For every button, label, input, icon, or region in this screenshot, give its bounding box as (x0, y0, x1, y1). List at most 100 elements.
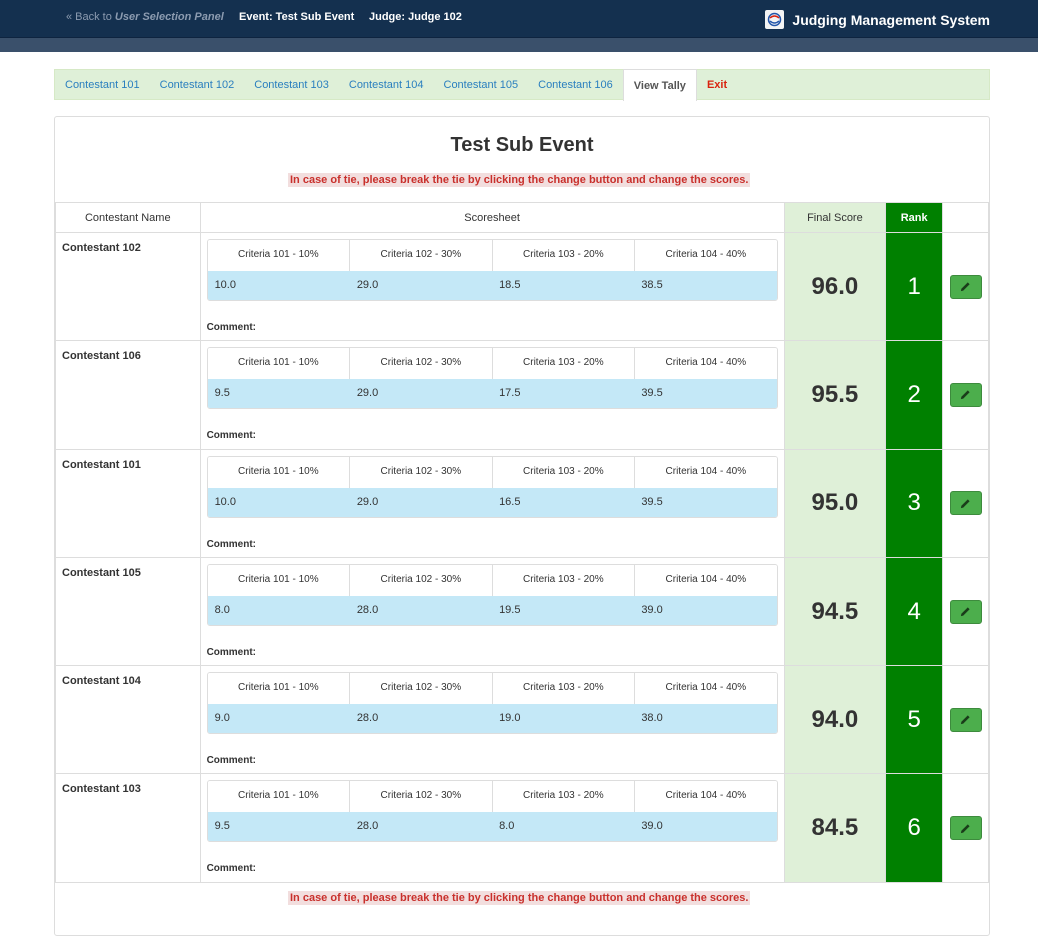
tab-contestant-106[interactable]: Contestant 106 (538, 78, 613, 91)
final-score: 84.5 (783, 773, 887, 883)
comment-label: Comment: (206, 863, 257, 875)
action-cell (942, 556, 989, 667)
criteria-header: Criteria 101 - 10% (207, 240, 351, 271)
change-score-button[interactable] (949, 274, 982, 299)
criteria-table: Criteria 101 - 10% Criteria 102 - 30% Cr… (206, 347, 778, 410)
criteria-score: 9.5 (207, 812, 350, 842)
criteria-header-row: Criteria 101 - 10% Criteria 102 - 30% Cr… (207, 456, 777, 488)
back-to-user-selection-link[interactable]: « Back to User Selection Panel (66, 11, 224, 23)
change-score-button[interactable] (949, 707, 982, 732)
comment-label: Comment: (206, 322, 257, 333)
criteria-score: 19.0 (492, 704, 635, 734)
table-row: Contestant 106 Criteria 101 - 10% Criter… (55, 340, 989, 450)
contestant-name: Contestant 103 (55, 773, 201, 883)
back-target: User Selection Panel (114, 11, 224, 23)
tie-note-bottom: In case of tie, please break the tie by … (288, 891, 751, 905)
criteria-header: Criteria 101 - 10% (207, 456, 351, 488)
criteria-score: 39.5 (634, 487, 777, 517)
final-score: 95.0 (783, 448, 887, 558)
criteria-score: 10.0 (207, 271, 350, 300)
table-row: Contestant 102 Criteria 101 - 10% Criter… (55, 231, 989, 342)
criteria-header-row: Criteria 101 - 10% Criteria 102 - 30% Cr… (207, 673, 777, 705)
comment-label: Comment: (206, 538, 257, 550)
criteria-score: 18.5 (492, 271, 635, 300)
criteria-header: Criteria 101 - 10% (207, 781, 351, 813)
change-score-button[interactable] (949, 599, 982, 624)
rank-value: 3 (885, 448, 944, 558)
criteria-score: 29.0 (349, 379, 493, 409)
tab-contestant-104[interactable]: Contestant 104 (348, 78, 424, 91)
judge-label: Judge: Judge 102 (369, 11, 462, 23)
comment-label: Comment: (206, 646, 257, 658)
criteria-header: Criteria 102 - 30% (350, 456, 493, 488)
contestant-name: Contestant 102 (55, 231, 201, 342)
criteria-score-row: 10.0 29.0 16.5 39.5 (207, 487, 777, 517)
tally-panel: Test Sub Event In case of tie, please br… (54, 116, 990, 936)
table-row: Contestant 104 Criteria 101 - 10% Criter… (55, 665, 989, 775)
criteria-score: 39.5 (634, 379, 777, 409)
pencil-icon (960, 607, 970, 617)
criteria-table: Criteria 101 - 10% Criteria 102 - 30% Cr… (206, 563, 778, 626)
pencil-icon (960, 824, 970, 833)
comment-label: Comment: (206, 430, 257, 442)
criteria-score: 39.0 (634, 812, 777, 842)
scoresheet-cell: Criteria 101 - 10% Criteria 102 - 30% Cr… (199, 556, 785, 667)
action-cell (942, 340, 989, 450)
criteria-table: Criteria 101 - 10% Criteria 102 - 30% Cr… (206, 455, 778, 518)
event-label: Event: Test Sub Event (239, 11, 355, 23)
brand[interactable]: Judging Management System (765, 10, 990, 29)
criteria-header: Criteria 103 - 20% (492, 673, 636, 705)
tally-table: Contestant Name Scoresheet Final Score R… (55, 202, 989, 883)
criteria-header: Criteria 102 - 30% (350, 564, 493, 596)
tab-view-tally[interactable]: View Tally (622, 69, 697, 101)
change-score-button[interactable] (949, 816, 982, 841)
change-score-button[interactable] (949, 382, 982, 407)
criteria-score: 39.0 (634, 595, 777, 625)
tab-contestant-102[interactable]: Contestant 102 (159, 78, 235, 91)
criteria-header: Criteria 104 - 40% (635, 456, 777, 488)
criteria-header: Criteria 104 - 40% (635, 348, 777, 380)
criteria-header: Criteria 103 - 20% (492, 240, 636, 271)
header-rank: Rank (885, 202, 944, 233)
change-score-button[interactable] (949, 491, 982, 516)
criteria-score: 9.5 (207, 379, 350, 409)
action-cell (942, 448, 989, 558)
contestant-name: Contestant 105 (55, 556, 201, 667)
criteria-header: Criteria 104 - 40% (635, 673, 777, 705)
criteria-header: Criteria 103 - 20% (492, 348, 636, 380)
criteria-table: Criteria 101 - 10% Criteria 102 - 30% Cr… (206, 239, 778, 301)
criteria-header: Criteria 103 - 20% (492, 564, 636, 596)
criteria-score: 10.0 (207, 487, 350, 517)
scoresheet-cell: Criteria 101 - 10% Criteria 102 - 30% Cr… (199, 340, 785, 450)
scoresheet-cell: Criteria 101 - 10% Criteria 102 - 30% Cr… (199, 665, 785, 775)
criteria-header-row: Criteria 101 - 10% Criteria 102 - 30% Cr… (207, 564, 777, 596)
tab-contestant-105[interactable]: Contestant 105 (443, 78, 519, 91)
action-cell (942, 231, 989, 342)
tab-contestant-103[interactable]: Contestant 103 (254, 78, 329, 91)
criteria-header: Criteria 102 - 30% (350, 673, 493, 705)
criteria-score: 29.0 (349, 271, 493, 300)
criteria-score: 17.5 (492, 379, 635, 409)
rank-value: 6 (885, 773, 944, 883)
criteria-header-row: Criteria 101 - 10% Criteria 102 - 30% Cr… (207, 781, 777, 813)
criteria-score: 16.5 (492, 487, 635, 517)
page-title: Test Sub Event (450, 134, 594, 156)
criteria-score-row: 10.0 29.0 18.5 38.5 (207, 271, 777, 300)
criteria-header: Criteria 102 - 30% (350, 240, 493, 271)
criteria-score: 28.0 (349, 812, 493, 842)
criteria-table: Criteria 101 - 10% Criteria 102 - 30% Cr… (206, 672, 778, 735)
tab-contestant-101[interactable]: Contestant 101 (65, 78, 140, 91)
criteria-score: 8.0 (492, 812, 635, 842)
brand-title: Judging Management System (792, 11, 990, 28)
final-score: 96.0 (783, 231, 887, 342)
comment-label: Comment: (206, 755, 257, 767)
final-score: 94.0 (783, 665, 887, 775)
contestant-tabs: Contestant 101 Contestant 102 Contestant… (54, 69, 990, 101)
contestant-name: Contestant 104 (55, 665, 201, 775)
header-scoresheet: Scoresheet (199, 202, 785, 233)
back-prefix: « Back to (66, 11, 112, 23)
criteria-header: Criteria 102 - 30% (350, 348, 493, 380)
criteria-header: Criteria 103 - 20% (492, 456, 636, 488)
criteria-header: Criteria 104 - 40% (635, 240, 777, 271)
tab-exit[interactable]: Exit (706, 78, 728, 91)
